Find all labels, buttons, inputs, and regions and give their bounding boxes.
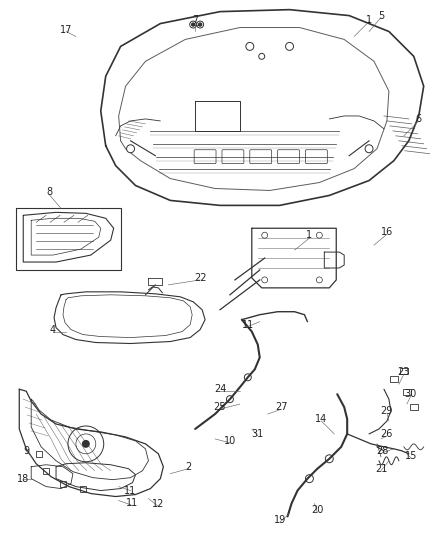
Bar xyxy=(60,481,66,487)
Circle shape xyxy=(76,434,96,454)
FancyBboxPatch shape xyxy=(222,150,244,164)
Text: 2: 2 xyxy=(185,462,191,472)
Circle shape xyxy=(259,53,265,59)
Circle shape xyxy=(246,43,254,51)
Bar xyxy=(80,486,86,491)
Circle shape xyxy=(262,277,268,283)
Bar xyxy=(43,468,49,474)
Text: 1: 1 xyxy=(306,230,312,240)
Text: 9: 9 xyxy=(23,446,29,456)
Text: 4: 4 xyxy=(50,325,56,335)
FancyBboxPatch shape xyxy=(278,150,300,164)
Circle shape xyxy=(68,426,104,462)
Circle shape xyxy=(192,23,194,26)
Circle shape xyxy=(305,475,314,482)
Text: 23: 23 xyxy=(398,367,410,377)
Bar xyxy=(36,451,42,457)
Circle shape xyxy=(262,232,268,238)
Circle shape xyxy=(226,395,233,402)
Bar xyxy=(400,368,408,374)
Bar xyxy=(403,389,411,395)
Text: 11: 11 xyxy=(127,498,139,508)
Bar xyxy=(410,404,418,410)
Text: 8: 8 xyxy=(46,188,52,197)
Text: 27: 27 xyxy=(276,402,288,412)
Text: 18: 18 xyxy=(17,474,29,483)
Text: 20: 20 xyxy=(311,505,324,515)
Circle shape xyxy=(316,277,322,283)
Text: 11: 11 xyxy=(242,320,254,329)
Text: 24: 24 xyxy=(214,384,226,394)
Text: 17: 17 xyxy=(60,25,72,35)
Circle shape xyxy=(198,23,201,26)
Text: 21: 21 xyxy=(375,464,387,474)
Text: 25: 25 xyxy=(214,402,226,412)
Text: 1: 1 xyxy=(366,14,372,25)
Text: 12: 12 xyxy=(152,499,165,510)
FancyBboxPatch shape xyxy=(305,150,327,164)
Circle shape xyxy=(190,21,197,28)
Circle shape xyxy=(316,232,322,238)
Circle shape xyxy=(127,145,134,153)
Circle shape xyxy=(325,455,333,463)
Text: 29: 29 xyxy=(381,406,393,416)
Circle shape xyxy=(82,440,90,448)
Text: 26: 26 xyxy=(381,429,393,439)
Circle shape xyxy=(365,145,373,153)
Text: 14: 14 xyxy=(315,414,328,424)
FancyBboxPatch shape xyxy=(250,150,272,164)
Text: 7: 7 xyxy=(192,14,198,25)
Text: 11: 11 xyxy=(124,486,137,496)
Circle shape xyxy=(197,21,204,28)
Text: 10: 10 xyxy=(224,436,236,446)
Text: 6: 6 xyxy=(416,114,422,124)
Text: 19: 19 xyxy=(273,515,286,526)
Circle shape xyxy=(286,43,293,51)
FancyBboxPatch shape xyxy=(194,150,216,164)
Bar xyxy=(390,376,398,382)
Text: 30: 30 xyxy=(405,389,417,399)
Text: 15: 15 xyxy=(405,451,417,461)
Text: 28: 28 xyxy=(376,446,388,456)
Text: 22: 22 xyxy=(194,273,206,283)
Circle shape xyxy=(244,374,251,381)
Text: 5: 5 xyxy=(378,11,384,21)
Text: 31: 31 xyxy=(251,429,264,439)
Text: 16: 16 xyxy=(381,227,393,237)
